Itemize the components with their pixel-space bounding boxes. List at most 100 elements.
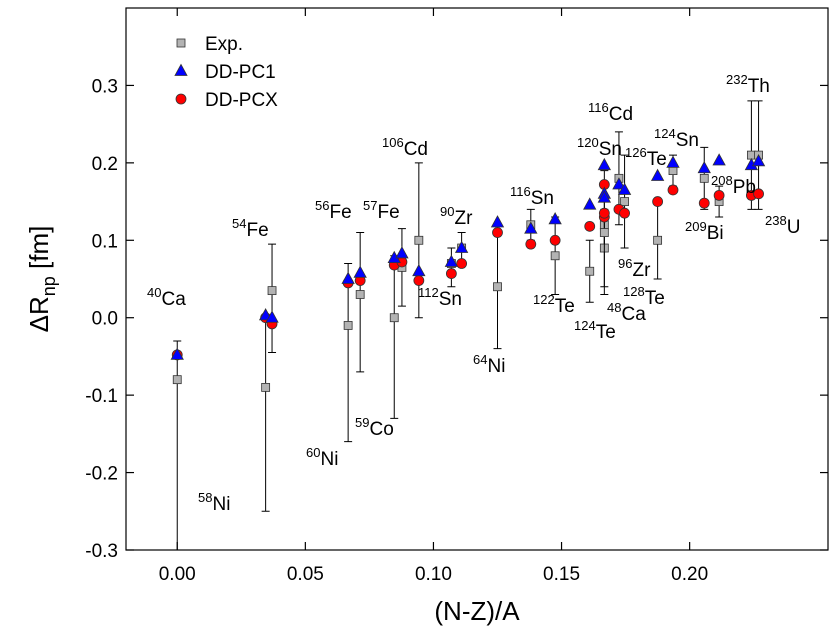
nucleus-symbol: Te xyxy=(596,322,616,343)
circle-marker xyxy=(753,188,764,200)
square-marker xyxy=(389,313,399,323)
triangle-marker xyxy=(265,310,279,323)
nucleus-symbol: Pb xyxy=(733,177,756,198)
square-marker xyxy=(599,228,609,237)
nucleus-symbol: Te xyxy=(647,149,667,170)
y-tick-label: -0.2 xyxy=(85,464,118,485)
nucleus-symbol: Th xyxy=(748,76,770,97)
square-marker xyxy=(414,235,424,245)
nucleus-label: 58Ni xyxy=(198,490,230,515)
triangle-marker xyxy=(597,190,612,203)
nucleus-label: 112Sn xyxy=(418,285,462,310)
nucleus-mass: 60 xyxy=(306,445,320,460)
triangle-marker xyxy=(751,153,766,167)
triangle-marker xyxy=(597,157,612,171)
x-tick-label: 0.15 xyxy=(543,564,580,585)
x-tick-label: 0.00 xyxy=(159,564,196,585)
nucleus-label: 116Sn xyxy=(510,184,554,209)
square-marker xyxy=(355,290,365,299)
circle-marker xyxy=(525,238,537,250)
nucleus-label: 64Ni xyxy=(473,352,505,377)
nucleus-symbol: Zr xyxy=(632,260,651,281)
nucleus-label: 60Ni xyxy=(306,445,338,470)
y-title-space xyxy=(24,269,54,276)
plot-frame xyxy=(125,7,829,551)
nucleus-label: 124Sn xyxy=(654,126,699,151)
nucleus-symbol: Cd xyxy=(404,139,428,160)
circle-marker xyxy=(445,268,457,279)
y-title-sub: np xyxy=(39,276,59,296)
nucleus-label: 124Te xyxy=(574,318,616,343)
nucleus-mass: 120 xyxy=(577,135,599,150)
nucleus-mass: 59 xyxy=(355,415,369,430)
square-marker xyxy=(585,266,595,276)
nucleus-label: 238U xyxy=(765,213,800,238)
nucleus-label: 54Fe xyxy=(232,216,269,241)
nucleus-mass: 112 xyxy=(418,285,439,300)
nucleus-mass: 232 xyxy=(726,72,748,87)
nucleus-symbol: Co xyxy=(369,419,393,440)
nucleus-label: 90Zr xyxy=(440,204,473,229)
y-tick-label: 0.3 xyxy=(92,76,118,97)
nucleus-label: 116Cd xyxy=(588,100,633,125)
circle-marker xyxy=(584,220,596,232)
nucleus-mass: 128 xyxy=(623,284,645,299)
nucleus-label: 56Fe xyxy=(315,198,352,223)
nucleus-mass: 57 xyxy=(363,198,377,213)
nucleus-mass: 116 xyxy=(510,184,531,199)
circle-marker xyxy=(619,207,630,219)
x-tick-label: 0.05 xyxy=(287,564,324,585)
nucleus-mass: 122 xyxy=(533,292,555,307)
nucleus-mass: 90 xyxy=(440,204,454,219)
nucleus-mass: 124 xyxy=(574,318,596,333)
nucleus-mass: 116 xyxy=(588,100,609,115)
error-bar xyxy=(390,255,399,419)
y-axis-title: ΔRnp [fm] xyxy=(24,226,59,333)
nucleus-symbol: Ni xyxy=(320,449,338,470)
triangle-marker xyxy=(712,153,726,166)
triangle-marker xyxy=(454,240,469,253)
y-tick-label: -0.3 xyxy=(85,541,118,562)
nucleus-mass: 126 xyxy=(625,145,647,160)
nucleus-label: 40Ca xyxy=(147,285,186,310)
nucleus-label: 128Te xyxy=(623,284,665,309)
nucleus-mass: 58 xyxy=(198,490,212,505)
nucleus-label: 232Th xyxy=(726,72,770,97)
square-marker xyxy=(343,321,353,330)
circle-marker xyxy=(456,258,468,269)
circle-marker xyxy=(698,197,710,209)
nucleus-symbol: Ca xyxy=(161,289,186,310)
nucleus-symbol: Ni xyxy=(212,494,230,515)
triangle-marker xyxy=(666,155,680,168)
square-marker xyxy=(176,38,186,48)
nucleus-label: 120Sn xyxy=(577,135,622,160)
nucleus-label: 209Bi xyxy=(685,219,724,244)
triangle-marker xyxy=(650,168,665,181)
y-tick-label: -0.1 xyxy=(85,386,118,407)
square-marker xyxy=(493,282,502,292)
nucleus-symbol: Te xyxy=(645,288,665,309)
error-bar xyxy=(356,232,365,373)
circle-marker xyxy=(652,196,664,207)
triangle-marker xyxy=(612,177,626,190)
nucleus-label: 208Pb xyxy=(711,173,756,198)
square-marker xyxy=(668,166,678,176)
nucleus-symbol: Ca xyxy=(621,304,646,325)
nucleus-label: 96Zr xyxy=(618,256,651,281)
nucleus-mass: 208 xyxy=(711,173,733,188)
nucleus-symbol: Fe xyxy=(377,202,399,223)
square-marker xyxy=(261,382,271,392)
triangle-marker xyxy=(444,254,459,267)
x-tick-label: 0.10 xyxy=(415,564,452,585)
legend-label: DD-PCX xyxy=(205,90,278,111)
nucleus-mass: 238 xyxy=(765,213,787,228)
nucleus-label: 57Fe xyxy=(363,198,400,223)
nucleus-symbol: Sn xyxy=(531,188,554,209)
nucleus-symbol: Fe xyxy=(329,202,351,223)
nucleus-mass: 56 xyxy=(315,198,329,213)
triangle-marker xyxy=(617,182,632,195)
nucleus-symbol: Fe xyxy=(246,220,268,241)
nucleus-symbol: Zr xyxy=(454,208,473,229)
circle-marker xyxy=(667,184,679,196)
